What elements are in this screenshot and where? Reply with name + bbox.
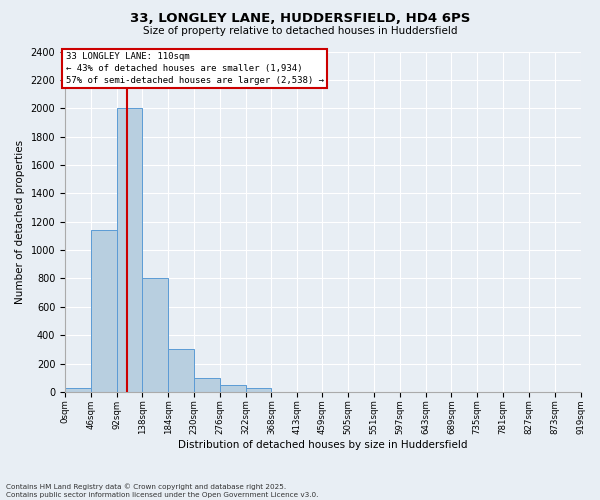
Y-axis label: Number of detached properties: Number of detached properties	[15, 140, 25, 304]
Text: Contains HM Land Registry data © Crown copyright and database right 2025.
Contai: Contains HM Land Registry data © Crown c…	[6, 484, 319, 498]
X-axis label: Distribution of detached houses by size in Huddersfield: Distribution of detached houses by size …	[178, 440, 467, 450]
Bar	[142, 278, 168, 392]
Text: 33, LONGLEY LANE, HUDDERSFIELD, HD4 6PS: 33, LONGLEY LANE, HUDDERSFIELD, HD4 6PS	[130, 12, 470, 26]
Bar	[194, 378, 220, 392]
Bar	[220, 385, 245, 392]
Bar	[65, 388, 91, 392]
Bar	[91, 230, 116, 392]
Bar	[168, 350, 194, 392]
Text: 33 LONGLEY LANE: 110sqm
← 43% of detached houses are smaller (1,934)
57% of semi: 33 LONGLEY LANE: 110sqm ← 43% of detache…	[65, 52, 323, 85]
Text: Size of property relative to detached houses in Huddersfield: Size of property relative to detached ho…	[143, 26, 457, 36]
Bar	[116, 108, 142, 392]
Bar	[245, 388, 271, 392]
